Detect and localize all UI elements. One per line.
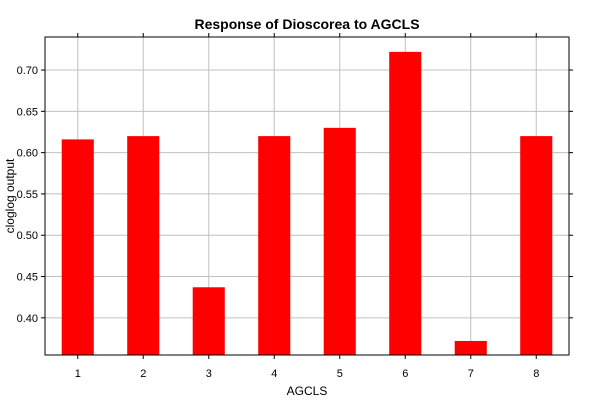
x-tick-label: 3 xyxy=(206,368,212,380)
y-tick-label: 0.40 xyxy=(17,313,38,325)
plot-frame xyxy=(44,36,570,356)
x-tick-label: 1 xyxy=(75,368,81,380)
y-axis-ticks: 0.40 0.45 0.50 0.55 0.60 0.65 0.70 xyxy=(17,65,573,325)
bar xyxy=(192,287,225,355)
y-tick-label: 0.70 xyxy=(17,65,38,77)
x-tick-label: 8 xyxy=(533,368,539,380)
bar xyxy=(61,139,94,355)
bar xyxy=(389,51,422,356)
x-tick-label: 4 xyxy=(271,368,277,380)
bars xyxy=(61,51,553,356)
y-axis-label: cloglog output xyxy=(3,158,17,233)
x-axis-label: AGCLS xyxy=(287,384,328,398)
chart-title: Response of Dioscorea to AGCLS xyxy=(194,16,419,32)
x-axis-ticks: 1 2 3 4 5 6 7 8 xyxy=(75,33,539,380)
y-tick-label: 0.65 xyxy=(17,106,38,118)
x-tick-label: 7 xyxy=(468,368,474,380)
bar xyxy=(258,136,291,355)
y-tick-label: 0.60 xyxy=(17,148,38,160)
y-tick-label: 0.45 xyxy=(17,272,38,284)
y-tick-label: 0.50 xyxy=(17,230,38,242)
bar xyxy=(454,340,487,355)
x-tick-label: 6 xyxy=(402,368,408,380)
bar xyxy=(127,136,160,355)
x-tick-label: 5 xyxy=(337,368,343,380)
bar xyxy=(520,136,553,355)
bar xyxy=(323,127,356,355)
y-tick-label: 0.55 xyxy=(17,189,38,201)
x-tick-label: 2 xyxy=(140,368,146,380)
grid-lines xyxy=(45,37,569,355)
